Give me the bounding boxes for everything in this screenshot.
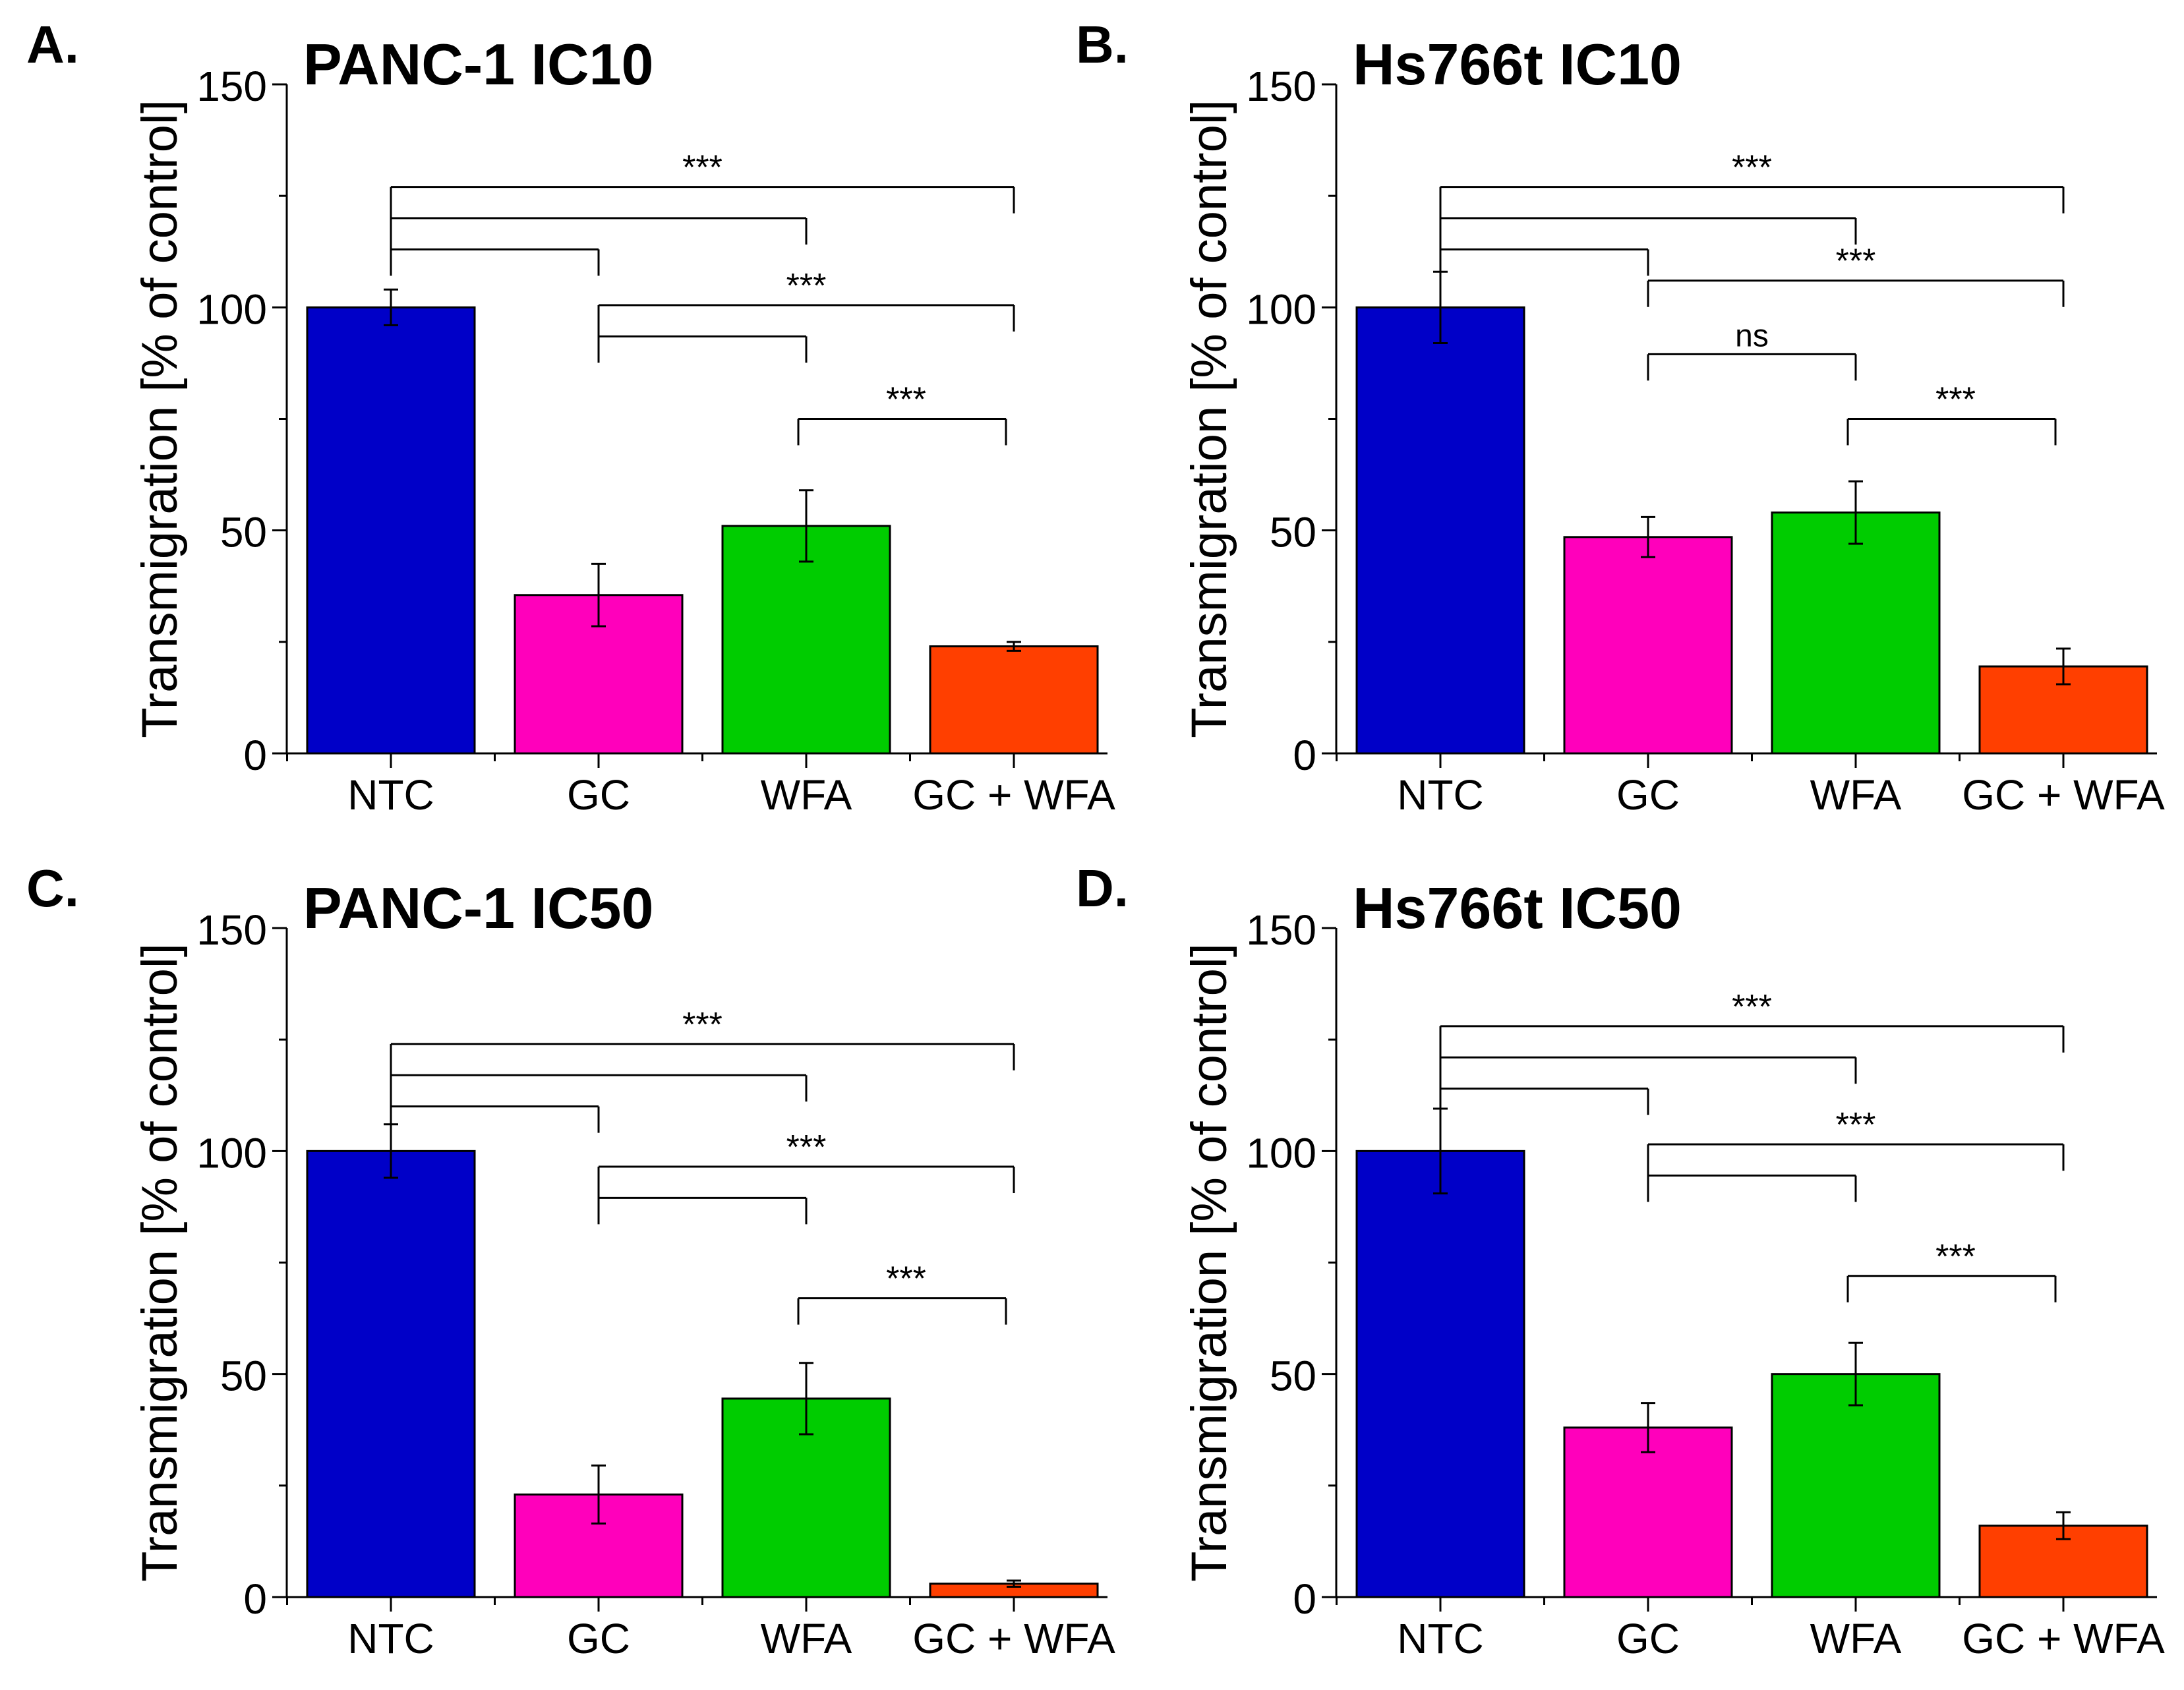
- x-tick-label: NTC: [1397, 771, 1484, 819]
- bar-ntc: [1355, 306, 1525, 755]
- y-axis-label: Transmigration [% of control]: [1181, 943, 1237, 1582]
- x-tick-label: WFA: [1810, 771, 1902, 819]
- y-tick-label: 0: [1293, 732, 1316, 779]
- significance-bracket: [797, 418, 1007, 446]
- y-axis-label: Transmigration [% of control]: [1181, 100, 1237, 738]
- y-axis-label: Transmigration [% of control]: [132, 943, 188, 1582]
- error-bar: [1007, 641, 1021, 652]
- x-tick-label: NTC: [1397, 1615, 1484, 1662]
- significance-label: ***: [1836, 1106, 1876, 1144]
- y-tick-label: 150: [1246, 906, 1316, 954]
- bar-gc: [1563, 1426, 1733, 1598]
- chart-title: Hs766t IC50: [1353, 875, 1682, 941]
- y-tick-label: 100: [196, 285, 267, 333]
- significance-bracket: [1647, 1143, 2065, 1202]
- bar-gc: [1563, 536, 1733, 755]
- error-bar: [1848, 1341, 1863, 1407]
- significance-label: ***: [682, 149, 723, 187]
- y-tick-label: 50: [220, 1353, 267, 1400]
- significance-label: ***: [1935, 1238, 1976, 1276]
- x-tick-label: WFA: [761, 771, 852, 819]
- panel-2: B. Hs766t IC10 Transmigration [% of contro…: [1076, 15, 2165, 819]
- chart-title: Hs766t IC10: [1353, 32, 1682, 97]
- y-tick-label: 0: [1293, 1575, 1316, 1623]
- bar-ntc: [1355, 1150, 1525, 1598]
- significance-bracket: [1846, 1275, 2057, 1302]
- significance-label: ***: [1732, 149, 1772, 187]
- significance-bracket: [597, 1165, 1015, 1225]
- y-tick-label: 150: [196, 906, 267, 954]
- y-tick-label: 0: [243, 1575, 267, 1623]
- significance-label: ***: [786, 267, 827, 305]
- x-tick-label: NTC: [347, 1615, 434, 1662]
- bar-ntc: [306, 1150, 476, 1598]
- error-bar: [591, 1464, 606, 1525]
- y-tick-label: 150: [1246, 63, 1316, 110]
- significance-label: ***: [1836, 243, 1876, 281]
- error-bar: [1007, 1579, 1021, 1588]
- panel-4: D. Hs766t IC50 Transmigration [% of contro…: [1076, 859, 2165, 1662]
- significance-label: ***: [886, 1260, 926, 1298]
- y-tick-label: 100: [196, 1129, 267, 1177]
- x-tick-label: NTC: [347, 771, 434, 819]
- error-bar: [1848, 480, 1863, 545]
- x-tick-label: GC + WFA: [912, 771, 1115, 819]
- panel-1: A. PANC-1 IC10 Transmigration [% of contro…: [26, 15, 1115, 819]
- x-tick-label: GC: [567, 1615, 630, 1662]
- x-tick-label: GC + WFA: [912, 1615, 1115, 1662]
- panel-letter: D.: [1076, 859, 1129, 918]
- significance-label: ***: [786, 1128, 827, 1167]
- y-tick-label: 0: [243, 732, 267, 779]
- error-bar: [2056, 1511, 2071, 1540]
- error-bar: [2056, 647, 2071, 685]
- error-bar: [591, 562, 606, 627]
- significance-label: ***: [886, 381, 926, 419]
- significance-bracket: [1647, 279, 2065, 307]
- x-tick-label: GC + WFA: [1962, 1615, 2165, 1662]
- significance-label: ***: [1935, 381, 1976, 419]
- error-bar: [799, 1362, 813, 1436]
- error-bar: [799, 489, 813, 563]
- y-tick-label: 50: [1270, 1353, 1316, 1400]
- significance-bracket: [797, 1297, 1007, 1325]
- significance-bracket: [1647, 353, 1857, 381]
- error-bar: [1641, 515, 1655, 558]
- significance-bracket: [1439, 1025, 2065, 1115]
- chart-title: PANC-1 IC10: [303, 32, 653, 97]
- panel-letter: C.: [26, 859, 79, 918]
- y-tick-label: 100: [1246, 1129, 1316, 1177]
- significance-bracket: [1439, 186, 2065, 276]
- x-tick-label: GC: [1616, 1615, 1680, 1662]
- y-tick-label: 50: [220, 509, 267, 556]
- bar-ntc: [306, 306, 476, 755]
- y-tick-label: 100: [1246, 285, 1316, 333]
- x-tick-label: GC + WFA: [1962, 771, 2165, 819]
- significance-bracket: [597, 304, 1015, 363]
- chart-title: PANC-1 IC50: [303, 875, 653, 941]
- significance-bracket: [390, 1043, 1015, 1133]
- significance-bracket: [1846, 418, 2057, 446]
- significance-label: ***: [1732, 988, 1772, 1026]
- bar-wfa: [1771, 511, 1941, 755]
- x-tick-label: GC: [567, 771, 630, 819]
- y-axis-label: Transmigration [% of control]: [132, 100, 188, 738]
- panel-letter: B.: [1076, 15, 1129, 74]
- bar-wfa: [1771, 1373, 1941, 1598]
- x-tick-label: WFA: [761, 1615, 852, 1662]
- y-tick-label: 50: [1270, 509, 1316, 556]
- x-tick-label: WFA: [1810, 1615, 1902, 1662]
- panel-3: C. PANC-1 IC50 Transmigration [% of contro…: [26, 859, 1115, 1662]
- panel-letter: A.: [26, 15, 79, 74]
- y-tick-label: 150: [196, 63, 267, 110]
- error-bar: [384, 288, 398, 326]
- significance-label: ns: [1735, 318, 1769, 353]
- bar-gc-wfa: [929, 645, 1099, 755]
- x-tick-label: GC: [1616, 771, 1680, 819]
- significance-label: ***: [682, 1006, 723, 1044]
- significance-bracket: [390, 186, 1015, 276]
- error-bar: [1641, 1402, 1655, 1453]
